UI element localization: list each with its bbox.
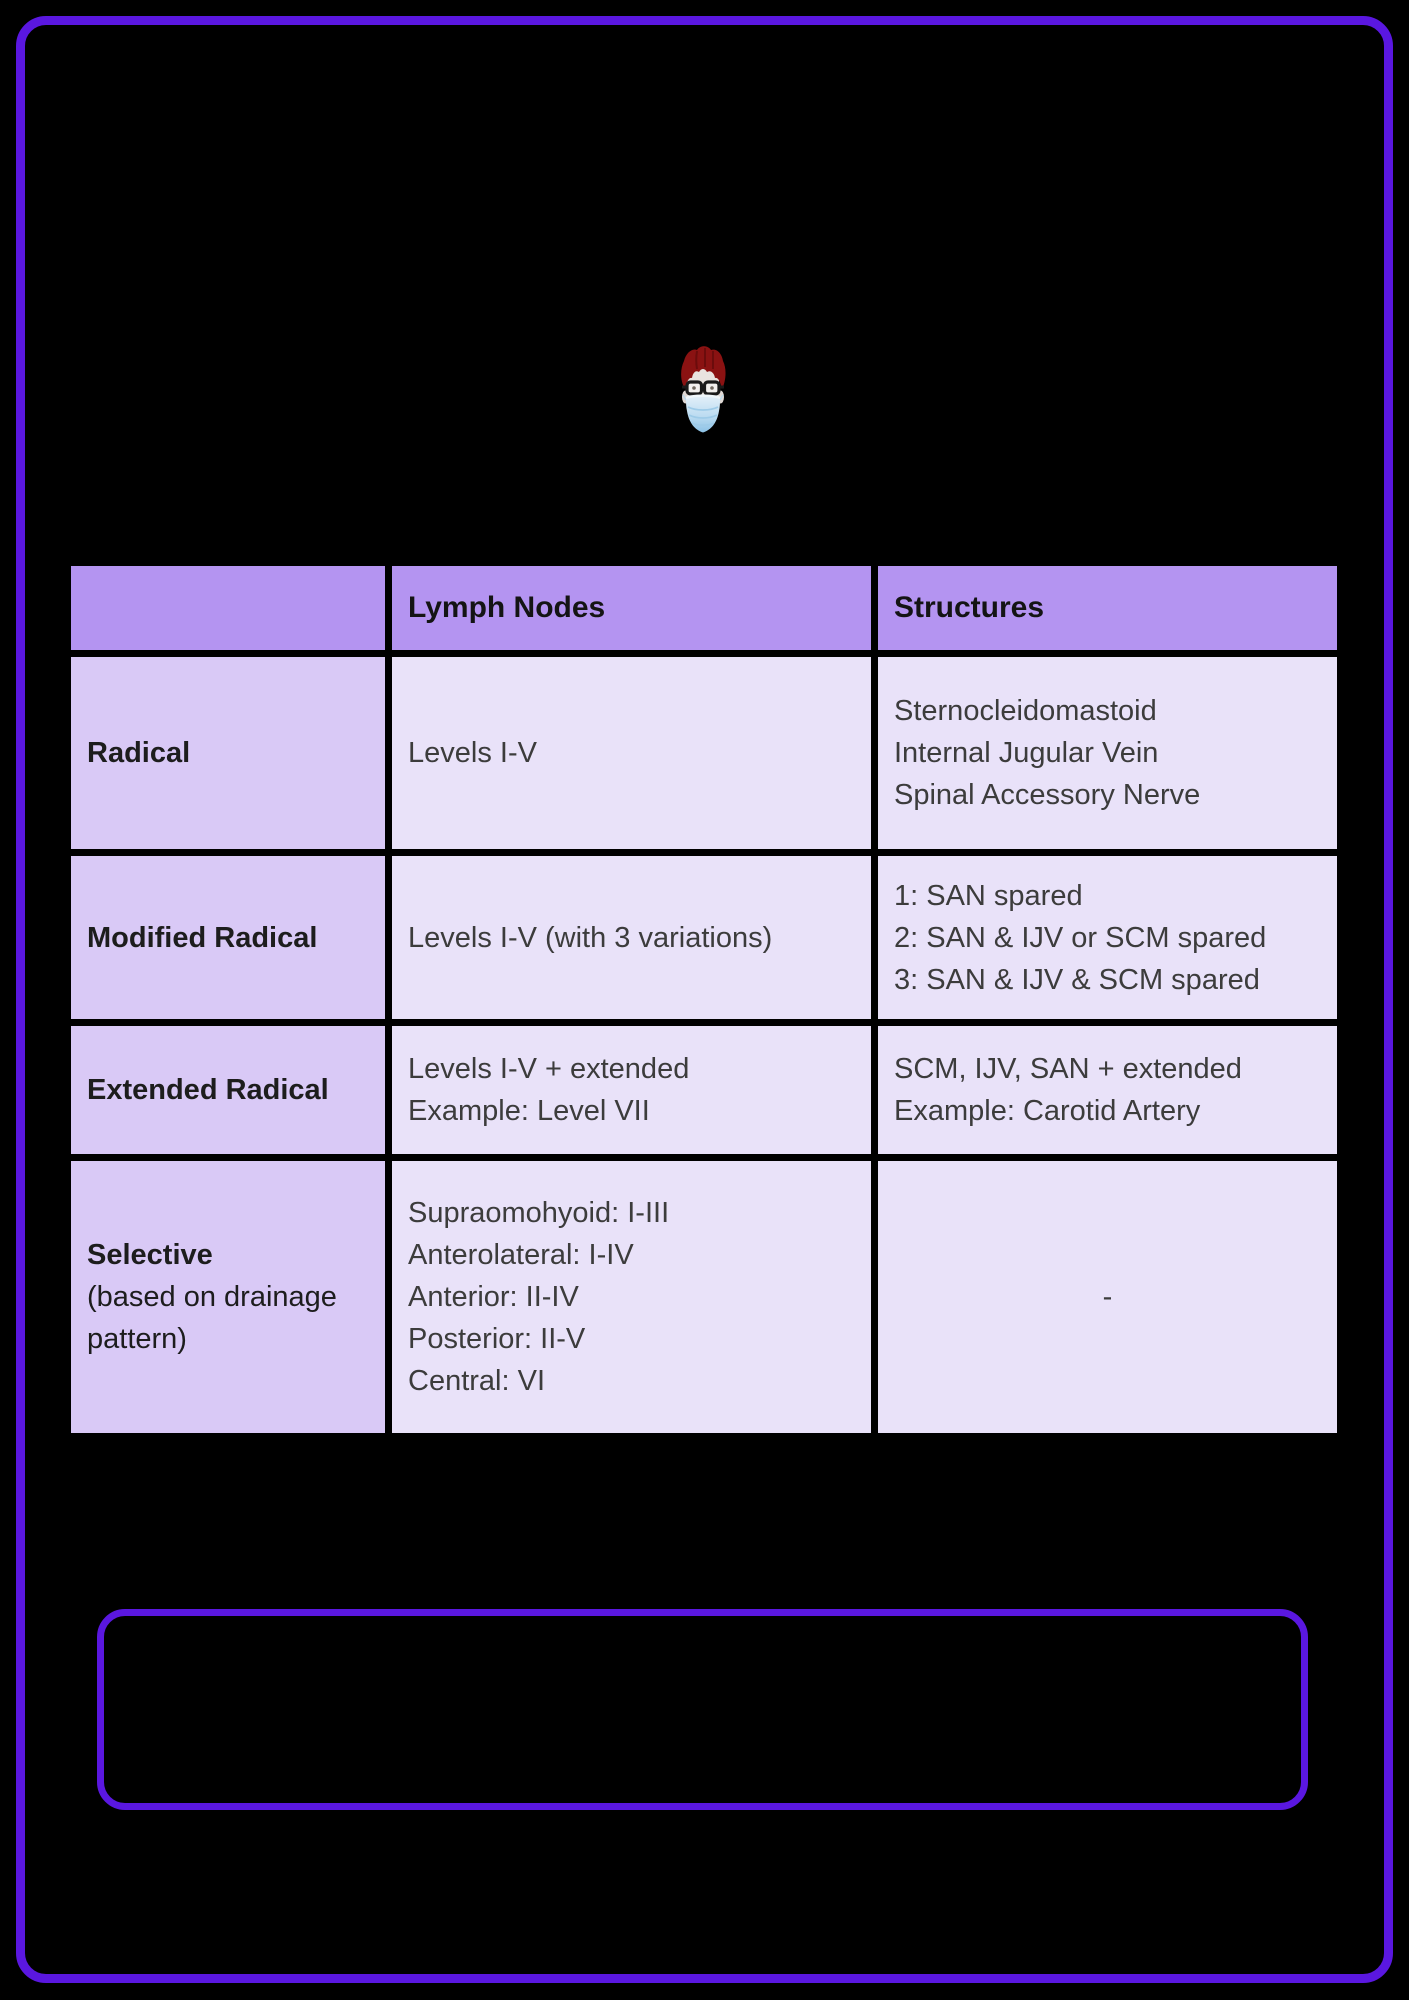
cell-radical-structures-text: Sternocleidomastoid Internal Jugular Vei… — [894, 695, 1201, 811]
empty-note-box — [97, 1609, 1308, 1810]
cell-extended-radical-lymph-nodes-text: Levels I-V + extended Example: Level VII — [408, 1053, 690, 1127]
row-label-radical-text: Radical — [87, 737, 191, 769]
table-header-structures: Structures — [878, 566, 1337, 650]
table-header-structures-label: Structures — [894, 591, 1045, 624]
row-label-selective-block: Selective (based on drainage pattern) — [87, 1234, 369, 1360]
table-header-lymph-nodes: Lymph Nodes — [392, 566, 871, 650]
cell-radical-structures: Sternocleidomastoid Internal Jugular Vei… — [878, 657, 1337, 849]
cell-radical-lymph-nodes-text: Levels I-V — [408, 737, 537, 769]
row-label-selective: Selective (based on drainage pattern) — [71, 1161, 385, 1433]
cell-modified-radical-lymph-nodes: Levels I-V (with 3 variations) — [392, 856, 871, 1019]
cell-selective-lymph-nodes: Supraomohyoid: I-III Anterolateral: I-IV… — [392, 1161, 871, 1433]
cell-modified-radical-structures: 1: SAN spared 2: SAN & IJV or SCM spared… — [878, 856, 1337, 1019]
cell-selective-structures-text: - — [1102, 1281, 1113, 1313]
row-label-extended-radical: Extended Radical — [71, 1026, 385, 1154]
row-label-selective-note: (based on drainage pattern) — [87, 1281, 337, 1355]
row-label-selective-text: Selective — [87, 1239, 213, 1271]
row-label-modified-radical: Modified Radical — [71, 856, 385, 1019]
cell-extended-radical-structures-text: SCM, IJV, SAN + extended Example: Caroti… — [894, 1053, 1242, 1127]
neck-dissection-table: Lymph Nodes Structures Radical Levels I-… — [71, 566, 1337, 1433]
table-header-lymph-nodes-label: Lymph Nodes — [408, 591, 606, 624]
cell-modified-radical-lymph-nodes-text: Levels I-V (with 3 variations) — [408, 921, 773, 954]
row-label-modified-radical-text: Modified Radical — [87, 921, 318, 954]
row-label-extended-radical-text: Extended Radical — [87, 1074, 329, 1106]
face-mask-emoji-icon — [681, 346, 726, 433]
cell-extended-radical-lymph-nodes: Levels I-V + extended Example: Level VII — [392, 1026, 871, 1154]
table-header-empty — [71, 566, 385, 650]
cell-selective-lymph-nodes-text: Supraomohyoid: I-III Anterolateral: I-IV… — [408, 1197, 670, 1397]
cell-extended-radical-structures: SCM, IJV, SAN + extended Example: Caroti… — [878, 1026, 1337, 1154]
cell-radical-lymph-nodes: Levels I-V — [392, 657, 871, 849]
card-border — [16, 16, 1393, 1983]
cell-modified-radical-structures-text: 1: SAN spared 2: SAN & IJV or SCM spared… — [894, 879, 1267, 996]
row-label-radical: Radical — [71, 657, 385, 849]
cell-selective-structures: - — [878, 1161, 1337, 1433]
